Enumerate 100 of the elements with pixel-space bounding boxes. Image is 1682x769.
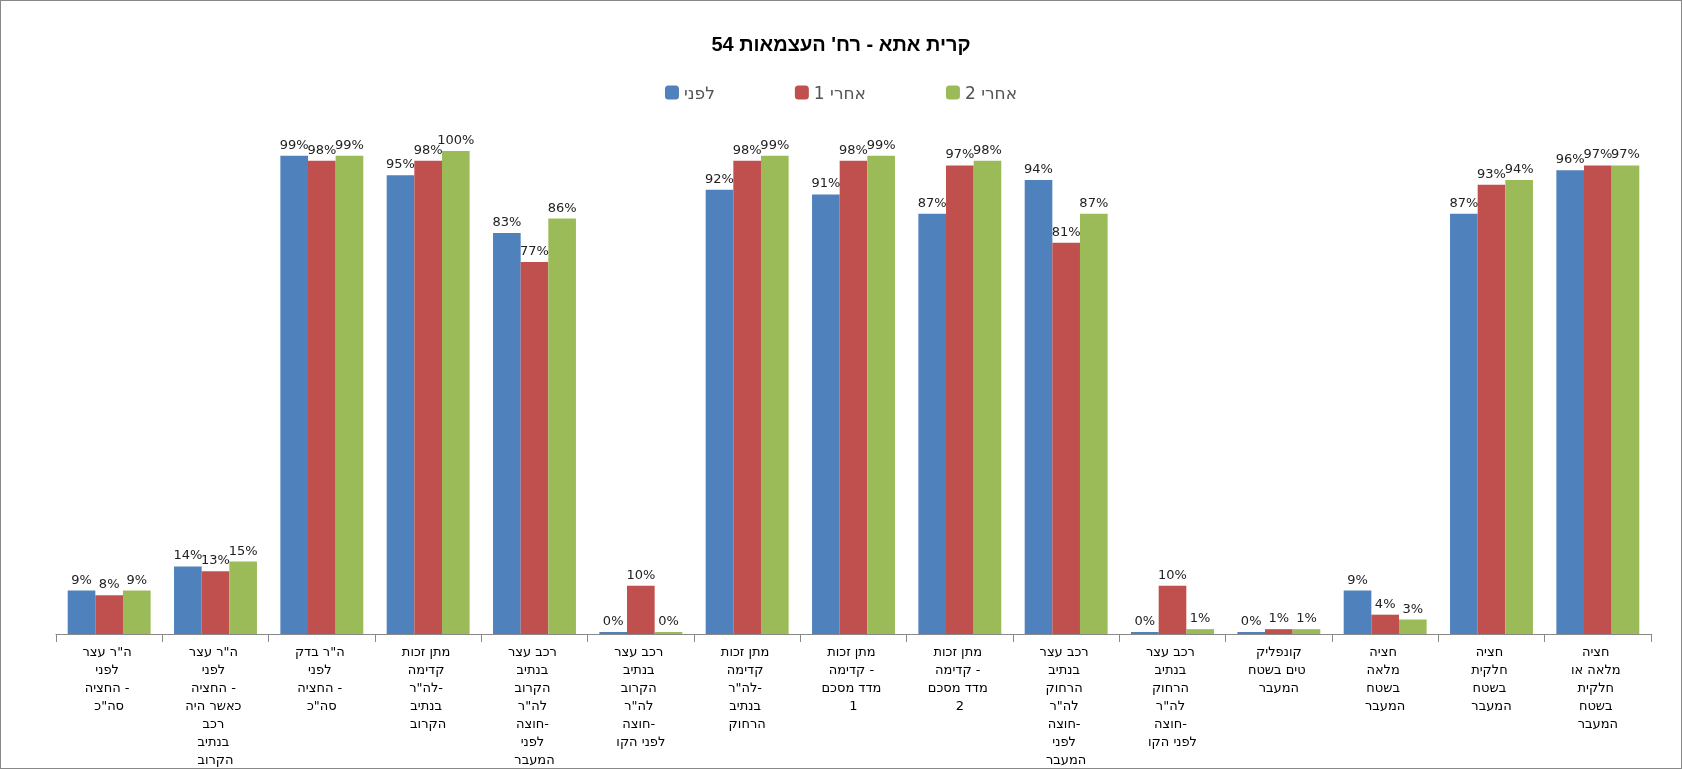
data-label: 15%	[228, 542, 258, 558]
data-label: 83%	[492, 214, 522, 230]
data-label: 81%	[1051, 223, 1081, 239]
bar	[335, 155, 364, 634]
x-tick-label: רכב עצר בנתיב הרחוק לה"ר חוצה- לפני המעבר	[1039, 643, 1093, 767]
bar	[812, 194, 840, 634]
data-label: 9%	[1347, 571, 1368, 587]
data-label: 93%	[1477, 165, 1506, 181]
data-label: 8%	[98, 576, 120, 592]
data-label: 1%	[1268, 610, 1290, 626]
data-label: 10%	[626, 566, 656, 582]
data-label: 97%	[945, 146, 975, 162]
data-label: 96%	[1555, 151, 1585, 167]
bar	[1292, 629, 1321, 634]
x-tick-label: ה"ר בדק לפני החציה - סה"כ	[294, 643, 349, 713]
bar	[441, 151, 470, 634]
data-label: 0%	[1240, 613, 1262, 628]
x-tick-label: רכב עצר בנתיב הקרוב לה"ר חוצה- לפני המעבר	[507, 643, 562, 767]
bar	[229, 561, 257, 634]
bar	[1186, 629, 1214, 634]
data-label: 98%	[732, 141, 762, 157]
bar	[308, 160, 336, 634]
data-label: 9%	[71, 571, 92, 587]
x-tick-label: מתן זכות קדימה לה"ר- בנתיב הקרוב	[401, 643, 455, 731]
data-label: 98%	[307, 141, 337, 157]
legend-label: לפני	[683, 82, 715, 103]
bar	[67, 590, 96, 634]
data-label: 99%	[279, 136, 309, 152]
data-label: 9%	[126, 571, 148, 587]
data-label: 1%	[1296, 610, 1317, 626]
data-label: 94%	[1504, 160, 1534, 176]
bar	[839, 160, 868, 634]
bar	[1158, 585, 1187, 634]
data-label: 98%	[973, 141, 1002, 157]
bar	[1398, 619, 1427, 634]
bar	[1371, 614, 1399, 634]
bar	[1024, 179, 1053, 634]
chart-title: קרית אתא - רח' העצמאות 54	[711, 33, 971, 55]
bar	[201, 571, 230, 634]
data-label: 87%	[1079, 194, 1109, 210]
bar	[973, 160, 1002, 634]
x-tick-label: ה"ר עצר לפני החציה - כאשר היה רכב בנתיב הקרוב	[185, 643, 246, 767]
data-label: 10%	[1158, 566, 1187, 582]
x-tick-label: מתן זכות קדימה לה"ר- בנתיב הרחוק	[720, 643, 774, 731]
x-tick-label: קונפליקטים בשטח המעבר	[1247, 643, 1310, 695]
bar	[1584, 165, 1612, 634]
x-tick-label: חציה חלקית בשטח המעבר	[1471, 643, 1512, 713]
data-label: 0%	[658, 613, 679, 628]
bar	[1450, 213, 1478, 634]
data-label: 99%	[335, 136, 364, 152]
data-label: 98%	[839, 141, 868, 157]
data-label: 3%	[1402, 600, 1424, 616]
bar	[386, 175, 415, 634]
data-label: 92%	[705, 170, 734, 186]
data-label: 1%	[1189, 610, 1211, 626]
data-label: 99%	[866, 136, 896, 152]
bar	[946, 165, 974, 634]
bar	[520, 262, 549, 634]
data-label: 13%	[201, 552, 230, 568]
data-label: 97%	[1611, 146, 1640, 162]
bar	[733, 160, 761, 634]
data-label: 87%	[1449, 194, 1479, 210]
legend-label: אחרי 1	[813, 82, 866, 103]
data-label: 91%	[811, 175, 841, 191]
bar	[174, 566, 202, 634]
bar	[122, 590, 151, 634]
x-tick-label: רכב עצר בנתיב הקרוב לה"ר חוצה- לפני הקו	[614, 643, 668, 749]
bar	[493, 233, 521, 634]
bar	[705, 189, 734, 634]
bar	[1505, 179, 1533, 634]
bar	[627, 585, 655, 634]
data-label: 77%	[520, 243, 549, 259]
data-label: 4%	[1374, 595, 1396, 611]
bar	[548, 218, 576, 634]
bar	[414, 160, 442, 634]
bar	[1079, 213, 1108, 634]
data-label: 99%	[760, 136, 790, 152]
data-label: 14%	[173, 547, 203, 563]
x-tick-label: רכב עצר בנתיב הרחוק לה"ר חוצה- לפני הקו	[1145, 643, 1200, 749]
bar	[918, 213, 947, 634]
x-tick-label: ה"ר עצר לפני החציה - סה"כ	[82, 643, 136, 713]
bar	[867, 155, 895, 634]
bar	[1343, 590, 1372, 634]
bar	[1052, 242, 1080, 634]
bar	[1611, 165, 1640, 634]
x-tick-label: חציה מלאה או חלקית בשטח המעבר	[1570, 643, 1625, 731]
legend-label: אחרי 2	[964, 82, 1018, 103]
data-label: 94%	[1024, 160, 1053, 176]
bar	[1265, 629, 1293, 634]
x-tick-label: חציה מלאה בשטח המעבר	[1365, 643, 1406, 713]
bar	[95, 595, 123, 634]
bar	[1556, 170, 1585, 634]
data-label: 97%	[1583, 146, 1613, 162]
data-label: 87%	[917, 194, 947, 210]
data-label: 86%	[547, 199, 577, 215]
bar	[1477, 184, 1506, 634]
bar	[280, 155, 309, 634]
data-label: 0%	[602, 613, 624, 628]
data-label: 95%	[386, 156, 415, 172]
bar	[760, 155, 789, 634]
